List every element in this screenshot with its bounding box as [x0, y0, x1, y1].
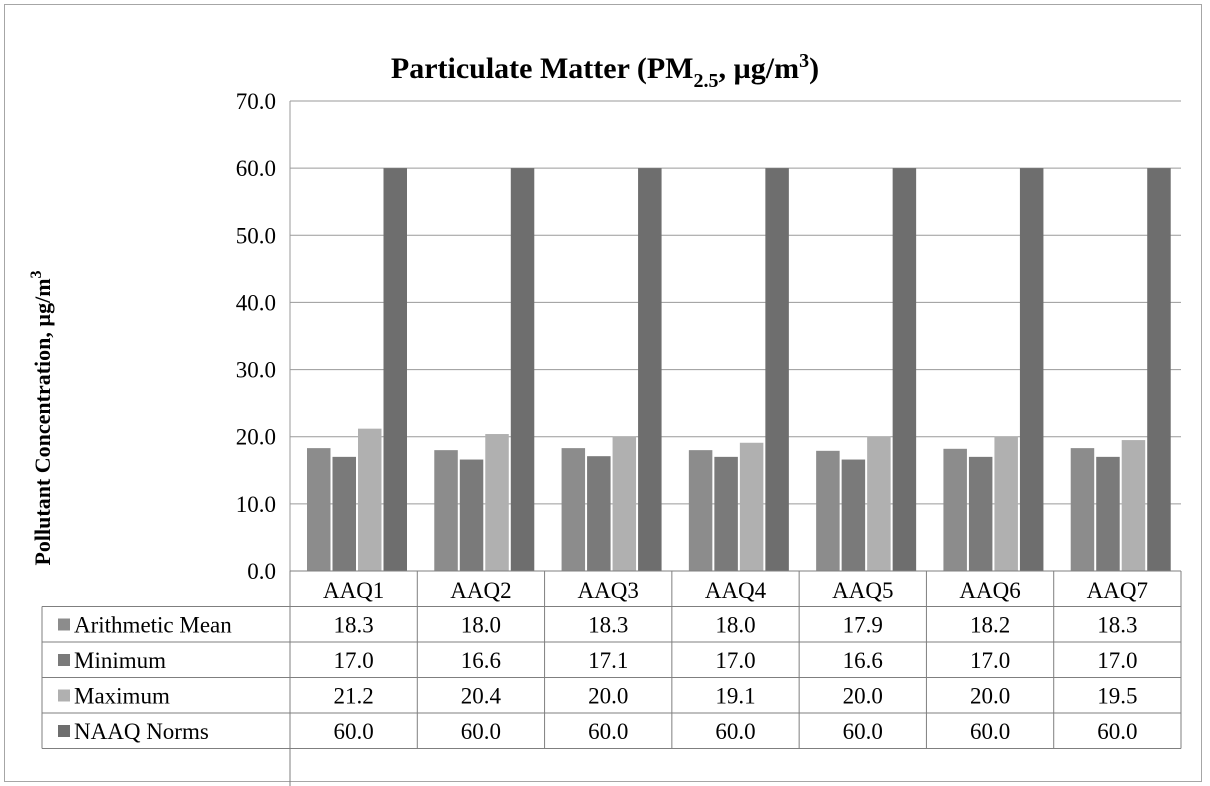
bar: [562, 448, 586, 571]
y-axis-label-sup: 3: [28, 270, 45, 278]
bar: [816, 451, 840, 571]
data-label: 17.0: [1097, 648, 1137, 673]
bar: [511, 168, 535, 571]
bar: [1096, 457, 1120, 571]
bar: [638, 168, 662, 571]
bar: [434, 450, 458, 571]
x-tick-label: AAQ7: [1087, 578, 1148, 603]
data-label: 18.3: [1097, 613, 1137, 638]
data-label: 17.1: [588, 648, 628, 673]
y-tick-labels: 0.0 10.0 20.0 30.0 40.0 50.0 60.0 70.0: [236, 89, 276, 584]
data-label: 16.6: [461, 648, 501, 673]
data-label: 18.3: [588, 613, 628, 638]
bar: [1020, 168, 1044, 571]
x-tick-label: AAQ5: [832, 578, 893, 603]
data-label: 20.4: [461, 684, 502, 709]
bar: [1147, 168, 1171, 571]
data-label: 18.2: [970, 613, 1010, 638]
data-label: 18.3: [334, 613, 374, 638]
bar: [765, 168, 789, 571]
y-tick-label: 70.0: [236, 89, 276, 114]
data-label: 18.0: [715, 613, 755, 638]
data-label: 60.0: [588, 719, 628, 744]
legend-label: NAAQ Norms: [74, 719, 209, 744]
y-axis-label: Pollutant Concentration, µg/m3: [28, 270, 55, 565]
data-label: 19.5: [1097, 684, 1137, 709]
bar: [842, 460, 866, 571]
legend-label: Minimum: [74, 648, 166, 673]
legend-swatch: [58, 654, 70, 666]
data-label: 60.0: [970, 719, 1010, 744]
bar: [689, 450, 713, 571]
bar: [714, 457, 738, 571]
chart-title-end: ): [809, 52, 819, 85]
bar: [1071, 448, 1095, 571]
bar: [969, 457, 993, 571]
data-label: 20.0: [970, 684, 1010, 709]
chart-title-sub: 2.5: [694, 70, 719, 92]
bar: [994, 437, 1018, 571]
bar: [307, 448, 331, 571]
bar: [333, 457, 357, 571]
data-label: 16.6: [843, 648, 883, 673]
legend-swatch: [58, 619, 70, 631]
y-tick-label: 60.0: [236, 156, 276, 181]
data-table: AAQ1 AAQ2 AAQ3 AAQ4 AAQ5 AAQ6 AAQ7 Arithmetic M…: [42, 571, 1181, 786]
y-tick-label: 0.0: [247, 559, 276, 584]
y-tick-label: 30.0: [236, 358, 276, 383]
bar: [943, 449, 967, 571]
legend-label: Maximum: [74, 684, 170, 709]
data-label: 17.0: [970, 648, 1010, 673]
data-label: 20.0: [843, 684, 883, 709]
bar: [358, 429, 382, 571]
bar: [893, 168, 917, 571]
data-label: 17.9: [843, 613, 883, 638]
data-label: 19.1: [715, 684, 755, 709]
x-tick-label: AAQ6: [959, 578, 1020, 603]
y-tick-label: 20.0: [236, 425, 276, 450]
chart-title: Particulate Matter (PM2.5, µg/m3): [391, 50, 819, 92]
bar: [485, 434, 509, 571]
data-label: 60.0: [715, 719, 755, 744]
data-label: 18.0: [461, 613, 501, 638]
bar: [867, 437, 891, 571]
y-tick-label: 40.0: [236, 290, 276, 315]
bar: [740, 443, 764, 571]
data-label: 60.0: [461, 719, 501, 744]
x-tick-label: AAQ3: [578, 578, 639, 603]
data-label: 60.0: [843, 719, 883, 744]
legend-label: Arithmetic Mean: [74, 613, 232, 638]
data-label: 60.0: [1097, 719, 1137, 744]
y-tick-label: 50.0: [236, 223, 276, 248]
chart-title-sup: 3: [799, 50, 809, 72]
bar: [613, 437, 637, 571]
x-tick-label: AAQ1: [323, 578, 384, 603]
y-tick-label: 10.0: [236, 492, 276, 517]
chart-title-main: Particulate Matter (PM: [391, 52, 694, 85]
data-label: 17.0: [715, 648, 755, 673]
bar: [384, 168, 408, 571]
data-label: 17.0: [334, 648, 374, 673]
data-label: 60.0: [334, 719, 374, 744]
bar: [460, 460, 484, 571]
data-label: 20.0: [588, 684, 628, 709]
y-axis-label-text: Pollutant Concentration, µg/m: [30, 278, 55, 565]
x-tick-label: AAQ4: [705, 578, 767, 603]
legend-swatch: [58, 690, 70, 702]
legend-swatch: [58, 725, 70, 737]
x-tick-label: AAQ2: [450, 578, 511, 603]
bar: [1122, 440, 1146, 571]
bar: [587, 456, 611, 571]
chart-title-mid: , µg/m: [719, 52, 800, 85]
data-label: 21.2: [334, 684, 374, 709]
